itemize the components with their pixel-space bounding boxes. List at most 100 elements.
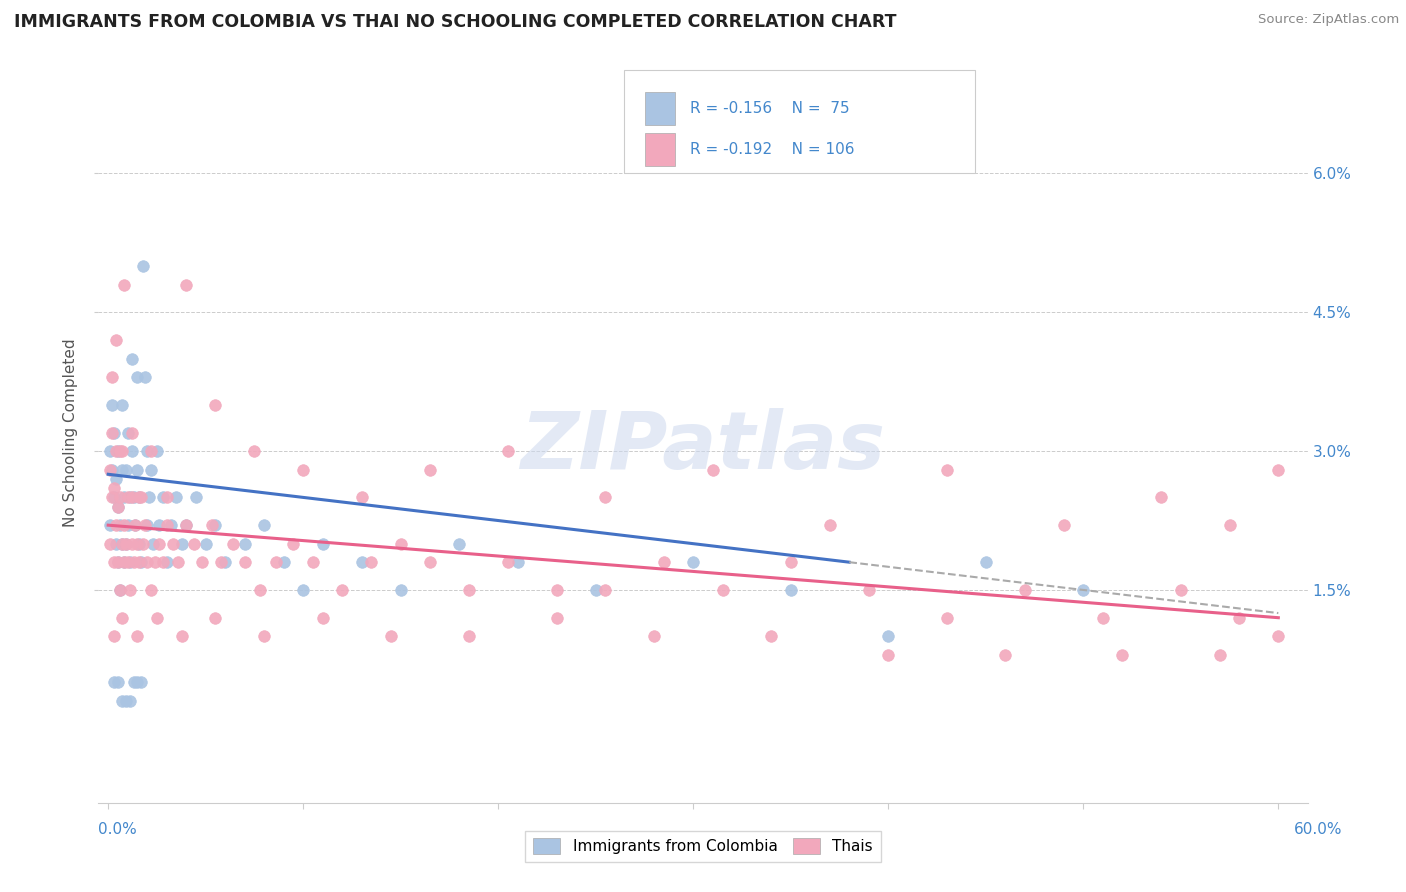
Point [128,491,150,505]
Point [139,582,162,597]
Point [101,462,124,476]
Point [877,648,900,662]
Point [131,491,153,505]
Point [103,675,125,690]
Point [104,472,127,486]
Point [111,462,134,476]
Point [103,481,125,495]
Point [108,491,131,505]
Point [174,277,197,292]
Point [350,491,373,505]
Point [1014,582,1036,597]
Point [139,444,162,458]
Point [114,694,136,708]
Point [103,425,125,440]
Point [994,648,1017,662]
Point [108,582,131,597]
Point [111,536,134,550]
Text: 60.0%: 60.0% [1295,822,1343,837]
Point [98,444,121,458]
Point [118,491,141,505]
Point [283,536,305,550]
Point [111,610,134,624]
Point [107,555,129,569]
Text: R = -0.192    N = 106: R = -0.192 N = 106 [690,142,855,157]
Text: ZIPatlas: ZIPatlas [520,409,886,486]
Point [127,462,149,476]
Point [111,536,134,550]
Point [121,351,143,366]
Point [243,444,266,458]
Point [1227,610,1250,624]
Point [380,629,402,643]
Point [1111,648,1133,662]
Point [108,518,131,533]
Point [209,555,232,569]
Point [858,582,880,597]
Point [506,555,529,569]
Bar [645,133,675,166]
Point [711,582,734,597]
Point [389,536,412,550]
Point [107,555,129,569]
Point [162,536,184,550]
Point [134,370,156,384]
Point [121,536,143,550]
Point [183,536,205,550]
Point [449,536,471,550]
FancyBboxPatch shape [624,70,976,173]
Point [152,491,174,505]
Point [134,518,156,533]
Point [233,536,256,550]
Point [204,398,226,412]
Point [131,675,153,690]
Point [1267,462,1289,476]
Point [104,536,127,550]
Text: IMMIGRANTS FROM COLOMBIA VS THAI NO SCHOOLING COMPLETED CORRELATION CHART: IMMIGRANTS FROM COLOMBIA VS THAI NO SCHO… [14,13,897,31]
Point [159,518,181,533]
Point [935,462,957,476]
Point [114,536,136,550]
Point [165,491,187,505]
Point [643,629,665,643]
Point [458,582,481,597]
Point [103,629,125,643]
Point [139,462,162,476]
Point [419,555,441,569]
Point [148,536,170,550]
Point [122,675,145,690]
Text: R = -0.156    N =  75: R = -0.156 N = 75 [690,101,849,116]
Point [496,444,519,458]
Point [124,518,146,533]
Point [496,555,519,569]
Point [131,555,153,569]
Point [585,582,607,597]
Point [779,582,801,597]
Point [136,518,159,533]
Point [117,555,139,569]
Point [104,444,127,458]
Point [156,518,179,533]
Point [132,259,155,273]
Point [222,536,245,550]
Point [127,675,149,690]
Point [146,444,169,458]
Point [292,582,315,597]
Point [104,333,127,347]
Point [350,555,373,569]
Point [117,518,139,533]
Point [98,536,121,550]
Point [214,555,236,569]
Point [148,518,170,533]
Point [114,462,136,476]
Point [108,444,131,458]
Point [127,536,149,550]
Point [101,425,124,440]
Point [1053,518,1076,533]
Point [114,536,136,550]
Point [330,582,353,597]
Point [360,555,382,569]
Point [546,582,568,597]
Point [118,555,141,569]
Point [104,518,127,533]
